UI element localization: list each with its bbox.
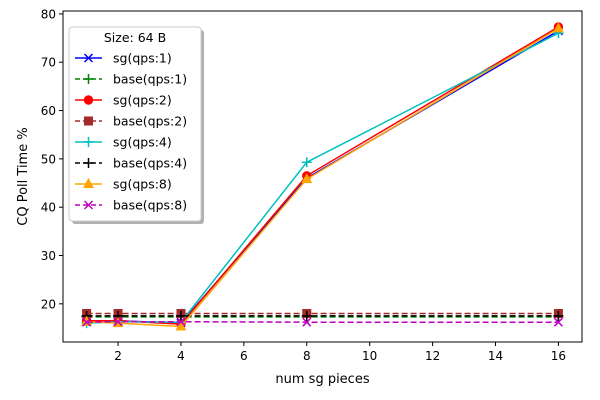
data-point: [81, 315, 93, 326]
data-point: [552, 22, 564, 33]
data-point: [175, 310, 186, 321]
legend: Size: 64 B sg(qps:1) base(qps:1) sg(qps:2) b…: [68, 26, 204, 224]
data-point: [176, 317, 186, 327]
x-tick-label: 12: [425, 349, 440, 363]
data-point: [301, 310, 312, 321]
series-base(qps:8): [82, 317, 563, 327]
data-point: [301, 173, 313, 184]
axes: 2 4 6 8 10 12 14 16 20 30 40 50 60 70 80 num sg pieces C…: [16, 7, 583, 387]
y-tick-label: 70: [41, 56, 56, 70]
legend-marker: [83, 158, 94, 168]
x-tick-label: 4: [177, 349, 185, 363]
legend-marker: [84, 116, 93, 126]
legend-marker: [83, 53, 94, 63]
legend-marker: [83, 137, 94, 147]
legend-marker: [83, 177, 94, 188]
x-tick-label: 6: [240, 349, 248, 363]
legend-label: sg(qps:2): [113, 93, 172, 108]
x-tick-label: 8: [303, 349, 311, 363]
legend-entry: base(qps:2): [75, 114, 187, 129]
x-tick-label: 2: [114, 349, 122, 363]
legend-entry: sg(qps:1): [75, 51, 172, 66]
y-axis-label: CQ Poll Time %: [16, 127, 31, 225]
x-tick-label: 10: [362, 349, 377, 363]
legend-marker: [83, 95, 94, 105]
legend-entry: base(qps:4): [75, 156, 187, 171]
legend-entry: base(qps:8): [75, 198, 187, 213]
x-tick-label: 14: [488, 349, 503, 363]
y-tick-label: 80: [41, 7, 56, 21]
legend-label: base(qps:8): [113, 198, 187, 213]
legend-marker: [83, 200, 94, 210]
legend-box: [68, 26, 202, 222]
legend-label: sg(qps:8): [113, 177, 172, 192]
y-tick-label: 50: [41, 152, 56, 166]
data-point: [553, 310, 564, 321]
plot-area: [81, 22, 564, 331]
legend-label: base(qps:1): [113, 72, 187, 87]
legend-entry: sg(qps:8): [75, 177, 172, 192]
legend-entry: sg(qps:4): [75, 135, 172, 150]
data-point: [302, 317, 312, 327]
legend-label: base(qps:2): [113, 114, 187, 129]
legend-label: base(qps:4): [113, 156, 187, 171]
x-axis-label: num sg pieces: [275, 372, 369, 387]
legend-marker: [83, 74, 94, 84]
legend-entry: sg(qps:2): [75, 93, 172, 108]
y-tick-label: 20: [41, 297, 56, 311]
series-base(qps:4): [81, 310, 564, 321]
data-point: [553, 317, 563, 327]
data-point: [301, 157, 312, 168]
data-point: [82, 317, 92, 327]
y-tick-label: 30: [41, 249, 56, 263]
y-tick-label: 60: [41, 104, 56, 118]
plot-frame: [62, 10, 583, 343]
y-tick-label: 40: [41, 201, 56, 215]
data-point: [113, 317, 123, 327]
legend-title: Size: 64 B: [104, 30, 166, 45]
legend-label: sg(qps:4): [113, 135, 172, 150]
data-point: [175, 320, 187, 331]
legend-entry: base(qps:1): [75, 72, 187, 87]
x-tick-label: 16: [551, 349, 566, 363]
legend-label: sg(qps:1): [113, 51, 172, 66]
